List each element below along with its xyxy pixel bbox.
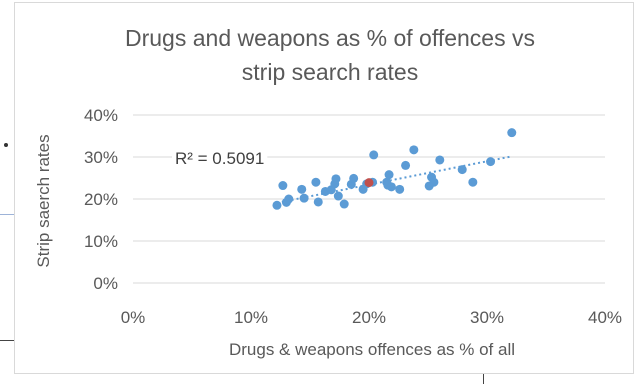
- x-axis-title: Drugs & weapons offences as % of all: [229, 340, 515, 359]
- data-point: [457, 165, 467, 175]
- data-point: [272, 200, 282, 210]
- data-point: [486, 157, 496, 167]
- x-tick-label: 10%: [234, 308, 268, 327]
- data-point: [401, 160, 411, 170]
- trendline: [276, 155, 512, 204]
- data-point: [284, 194, 294, 204]
- y-tick-label: 0%: [93, 274, 118, 293]
- chart-title-line-1: Drugs and weapons as % of offences vs: [125, 25, 535, 51]
- data-point: [395, 184, 405, 194]
- y-axis-ticks: 0% 10% 20% 30% 40%: [84, 106, 118, 293]
- data-point: [333, 191, 343, 201]
- data-point: [311, 177, 321, 187]
- data-points: [272, 128, 517, 210]
- data-point: [313, 197, 323, 207]
- y-tick-label: 40%: [84, 106, 118, 125]
- divider-line: [0, 214, 14, 215]
- data-point: [409, 145, 419, 155]
- data-point: [384, 170, 394, 180]
- x-axis-ticks: 0% 10% 20% 30% 40%: [121, 308, 622, 327]
- data-point: [435, 155, 445, 165]
- highlighted-data-point: [364, 178, 374, 188]
- y-tick-label: 10%: [84, 232, 118, 251]
- data-point: [369, 150, 379, 160]
- data-point: [468, 177, 478, 187]
- data-point: [278, 181, 288, 191]
- x-tick-label: 0%: [121, 308, 146, 327]
- x-tick-label: 30%: [470, 308, 504, 327]
- divider-line: [0, 340, 14, 341]
- data-point: [507, 128, 517, 138]
- data-point: [331, 174, 341, 184]
- x-tick-label: 20%: [352, 308, 386, 327]
- y-tick-label: 20%: [84, 190, 118, 209]
- bullet-marker: [4, 143, 8, 147]
- data-point: [349, 173, 359, 183]
- gridlines: [133, 114, 605, 284]
- divider-tick: [483, 374, 484, 384]
- r-squared-label: R² = 0.5091: [175, 149, 264, 168]
- data-point: [299, 193, 309, 203]
- x-tick-label: 40%: [588, 308, 622, 327]
- data-point: [339, 199, 349, 209]
- chart-title-line-2: strip search rates: [242, 59, 418, 85]
- data-point: [429, 177, 439, 187]
- y-tick-label: 30%: [84, 148, 118, 167]
- r-squared-label-background: [172, 148, 268, 169]
- data-point: [386, 182, 396, 192]
- trendline-path: [276, 155, 512, 204]
- data-point: [297, 184, 307, 194]
- y-axis-title: Strip saerch rates: [34, 134, 53, 267]
